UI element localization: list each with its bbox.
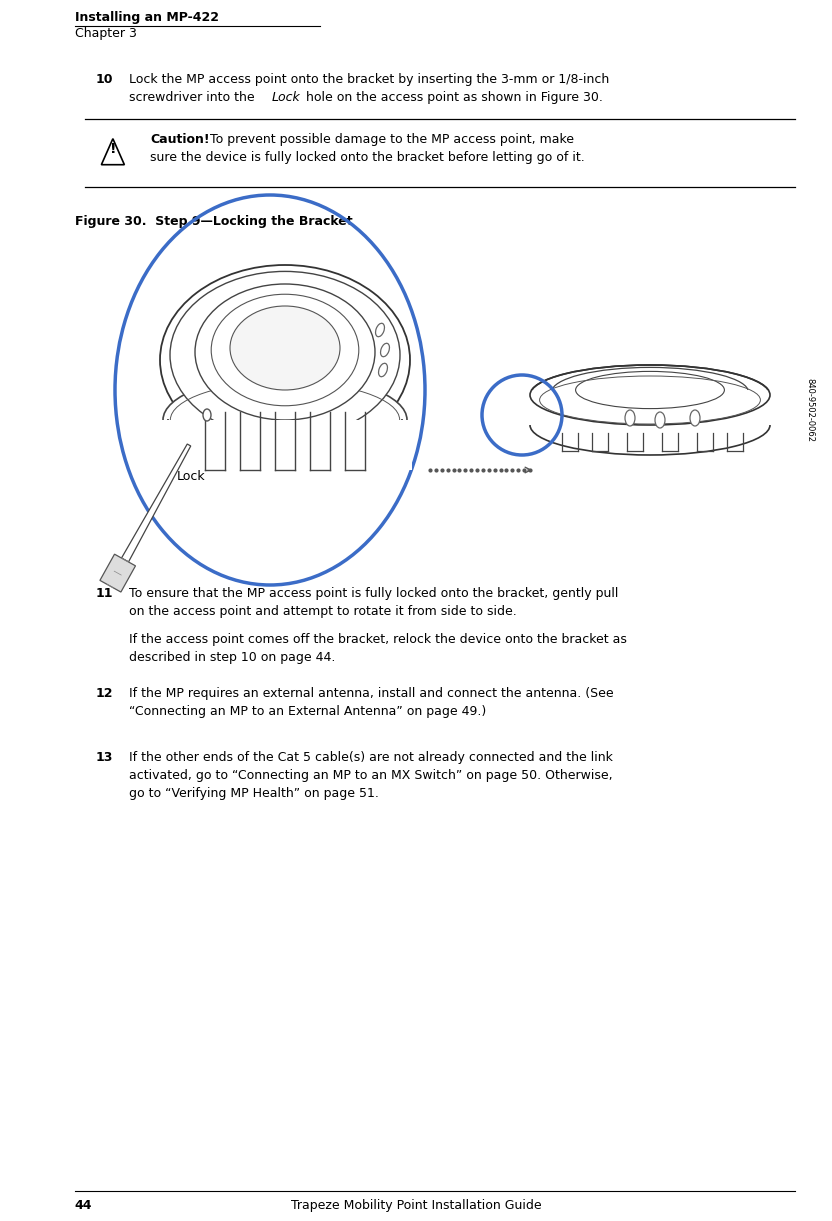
Bar bbox=[525, 389, 775, 425]
Text: !: ! bbox=[110, 142, 116, 156]
Text: 840-9502-0062: 840-9502-0062 bbox=[805, 379, 815, 442]
Ellipse shape bbox=[655, 411, 665, 429]
Ellipse shape bbox=[576, 371, 725, 409]
Text: on the access point and attempt to rotate it from side to side.: on the access point and attempt to rotat… bbox=[129, 604, 517, 618]
Text: 10: 10 bbox=[96, 73, 113, 85]
Text: screwdriver into the: screwdriver into the bbox=[129, 92, 259, 104]
Text: Lock: Lock bbox=[272, 92, 300, 104]
Text: Chapter 3: Chapter 3 bbox=[75, 27, 136, 40]
Ellipse shape bbox=[163, 375, 407, 465]
Bar bbox=[530, 389, 770, 425]
Text: go to “Verifying MP Health” on page 51.: go to “Verifying MP Health” on page 51. bbox=[129, 788, 379, 800]
Ellipse shape bbox=[211, 294, 359, 405]
Ellipse shape bbox=[230, 306, 340, 389]
Text: If the access point comes off the bracket, relock the device onto the bracket as: If the access point comes off the bracke… bbox=[129, 632, 626, 646]
Ellipse shape bbox=[379, 364, 388, 377]
Text: To ensure that the MP access point is fully locked onto the bracket, gently pull: To ensure that the MP access point is fu… bbox=[129, 587, 618, 600]
Text: described in step 10 on page 44.: described in step 10 on page 44. bbox=[129, 651, 335, 664]
Text: “Connecting an MP to an External Antenna” on page 49.): “Connecting an MP to an External Antenna… bbox=[129, 705, 486, 718]
Text: Lock: Lock bbox=[177, 470, 206, 484]
Bar bbox=[158, 420, 412, 470]
Ellipse shape bbox=[530, 396, 770, 455]
Text: To prevent possible damage to the MP access point, make: To prevent possible damage to the MP acc… bbox=[202, 133, 574, 147]
Ellipse shape bbox=[380, 343, 389, 357]
Text: 11: 11 bbox=[96, 587, 113, 600]
Text: activated, go to “Connecting an MP to an MX Switch” on page 50. Otherwise,: activated, go to “Connecting an MP to an… bbox=[129, 769, 612, 781]
Ellipse shape bbox=[625, 410, 635, 426]
Text: If the MP requires an external antenna, install and connect the antenna. (See: If the MP requires an external antenna, … bbox=[129, 687, 613, 700]
Text: Lock the MP access point onto the bracket by inserting the 3-mm or 1/8-inch: Lock the MP access point onto the bracke… bbox=[129, 73, 609, 85]
Text: Caution!: Caution! bbox=[150, 133, 210, 147]
Ellipse shape bbox=[170, 271, 400, 438]
Text: hole on the access point as shown in Figure 30.: hole on the access point as shown in Fig… bbox=[302, 92, 603, 104]
Ellipse shape bbox=[195, 284, 375, 420]
Ellipse shape bbox=[530, 365, 770, 425]
Ellipse shape bbox=[552, 368, 749, 416]
Text: 44: 44 bbox=[75, 1199, 92, 1212]
Text: Figure 30.  Step 9—Locking the Bracket: Figure 30. Step 9—Locking the Bracket bbox=[75, 215, 353, 228]
Text: sure the device is fully locked onto the bracket before letting go of it.: sure the device is fully locked onto the… bbox=[150, 151, 585, 164]
Ellipse shape bbox=[690, 410, 700, 426]
Ellipse shape bbox=[375, 324, 384, 337]
Text: 12: 12 bbox=[96, 687, 113, 700]
Text: 13: 13 bbox=[96, 751, 113, 764]
Polygon shape bbox=[121, 444, 191, 562]
Ellipse shape bbox=[203, 409, 211, 421]
Text: Installing an MP-422: Installing an MP-422 bbox=[75, 11, 219, 24]
Polygon shape bbox=[100, 554, 136, 592]
Text: Trapeze Mobility Point Installation Guide: Trapeze Mobility Point Installation Guid… bbox=[290, 1199, 542, 1212]
Text: If the other ends of the Cat 5 cable(s) are not already connected and the link: If the other ends of the Cat 5 cable(s) … bbox=[129, 751, 613, 764]
Ellipse shape bbox=[160, 265, 410, 455]
